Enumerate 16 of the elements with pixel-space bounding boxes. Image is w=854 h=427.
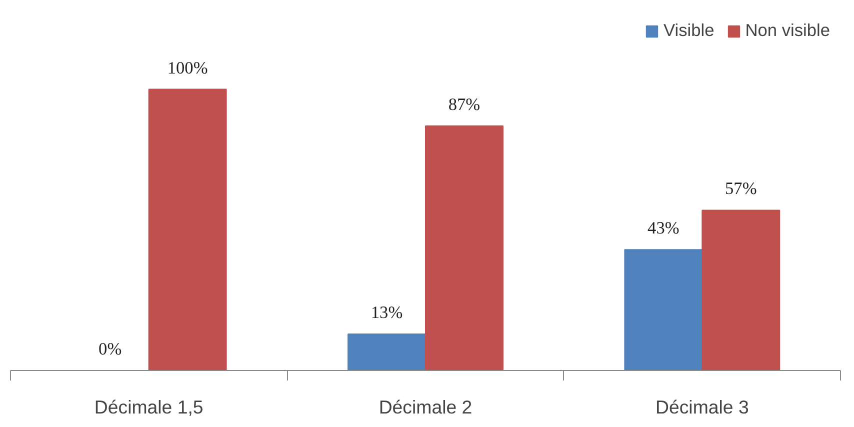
legend-label: Non visible xyxy=(745,20,830,41)
bar xyxy=(348,333,426,370)
bar xyxy=(425,125,504,370)
bar xyxy=(702,210,780,370)
data-label: 87% xyxy=(448,94,480,114)
x-tick-label: Décimale 2 xyxy=(378,396,472,418)
legend-label: Visible xyxy=(664,20,714,41)
data-label: 43% xyxy=(648,218,680,238)
data-label: 100% xyxy=(167,58,208,78)
x-tick-label: Décimale 1,5 xyxy=(94,396,204,418)
data-label: 13% xyxy=(370,302,403,322)
x-tick-label: Décimale 3 xyxy=(656,396,749,418)
bar xyxy=(624,249,703,370)
data-label: 0% xyxy=(98,340,122,358)
data-label: 57% xyxy=(725,179,757,198)
bar xyxy=(148,88,227,370)
